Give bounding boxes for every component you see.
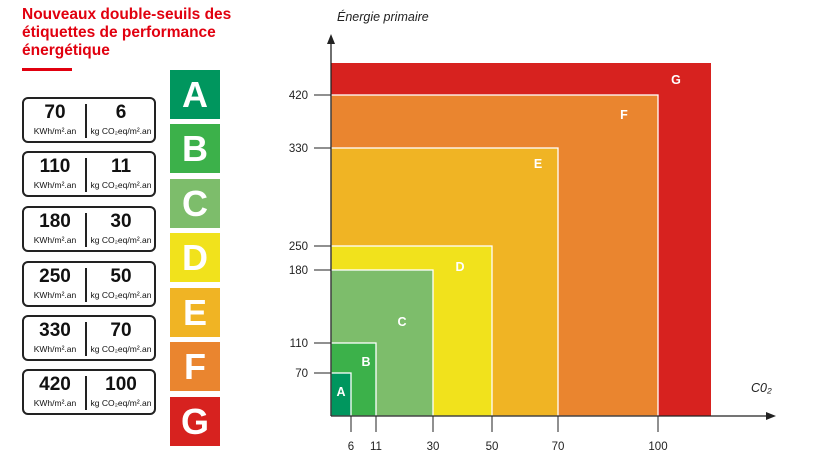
energy-unit: KWh/m².an [33,235,77,245]
energy-unit: KWh/m².an [33,126,77,136]
class-label-c: C [397,315,406,329]
page-title: Nouveaux double-seuils des étiquettes de… [22,6,252,60]
co2-threshold: 6 [115,102,127,123]
threshold-box: 250 KWh/m².an 50 kg CO₂eq/m².an [22,261,156,307]
label-letter-e: E [170,288,220,337]
co2-unit: kg CO₂eq/m².an [90,235,152,245]
label-letter-b: B [170,124,220,173]
x-tick-label: 100 [648,441,667,453]
co2-unit: kg CO₂eq/m².an [90,126,152,136]
y-tick-label: 110 [290,338,308,350]
x-axis-label: C0₂ [751,381,772,395]
title-underline [22,68,72,71]
co2-unit: kg CO₂eq/m².an [90,180,152,190]
class-label-a: A [336,385,345,399]
x-tick-label: 50 [486,441,499,453]
y-tick-label: 420 [289,90,308,102]
x-tick-label: 30 [427,441,440,453]
threshold-divider [85,322,87,356]
energy-unit: KWh/m².an [33,398,77,408]
label-letter-a: A [170,70,220,119]
y-tick-label: 330 [289,143,308,155]
x-axis-arrow [766,412,776,420]
energy-threshold: 110 [39,156,71,177]
threshold-divider [85,158,87,192]
title-line: Nouveaux double-seuils des [22,6,232,23]
energy-threshold: 420 [39,374,71,395]
class-label-e: E [534,157,542,171]
energy-unit: KWh/m².an [33,344,77,354]
y-axis-label: Énergie primaire [337,9,429,24]
x-tick-label: 70 [552,441,565,453]
co2-threshold: 11 [110,156,132,177]
threshold-divider [85,104,87,138]
co2-threshold: 100 [105,374,137,395]
energy-unit: KWh/m².an [33,180,77,190]
label-letter-f: F [170,342,220,391]
class-label-g: G [671,73,681,87]
co2-unit: kg CO₂eq/m².an [90,290,152,300]
energy-unit: KWh/m².an [33,290,77,300]
x-tick-label: 6 [348,441,354,453]
co2-threshold: 30 [110,211,132,232]
threshold-box: 110 KWh/m².an 11 kg CO₂eq/m².an [22,151,156,197]
threshold-divider [85,376,87,410]
title-line: énergétique [22,42,110,59]
co2-unit: kg CO₂eq/m².an [90,398,152,408]
label-letter-g: G [170,397,220,446]
y-tick-label: 180 [289,265,308,277]
energy-threshold: 180 [39,211,71,232]
label-letter-d: D [170,233,220,282]
threshold-box: 180 KWh/m².an 30 kg CO₂eq/m².an [22,206,156,252]
co2-unit: kg CO₂eq/m².an [90,344,152,354]
threshold-box: 420 KWh/m².an 100 kg CO₂eq/m².an [22,369,156,415]
x-tick-label: 11 [370,441,382,453]
co2-threshold: 50 [110,266,132,287]
title-line: étiquettes de performance [22,24,216,41]
y-tick-label: 250 [289,241,308,253]
energy-threshold: 250 [39,266,71,287]
co2-threshold: 70 [110,320,132,341]
threshold-box: 330 KWh/m².an 70 kg CO₂eq/m².an [22,315,156,361]
threshold-box: 70 KWh/m².an 6 kg CO₂eq/m².an [22,97,156,143]
class-label-b: B [361,355,370,369]
threshold-divider [85,268,87,302]
energy-threshold: 70 [44,102,66,123]
class-label-f: F [620,108,628,122]
label-letter-c: C [170,179,220,228]
threshold-divider [85,213,87,247]
y-tick-label: 70 [295,368,308,380]
class-label-d: D [455,260,464,274]
energy-threshold: 330 [39,320,71,341]
y-axis-arrow [327,34,335,44]
